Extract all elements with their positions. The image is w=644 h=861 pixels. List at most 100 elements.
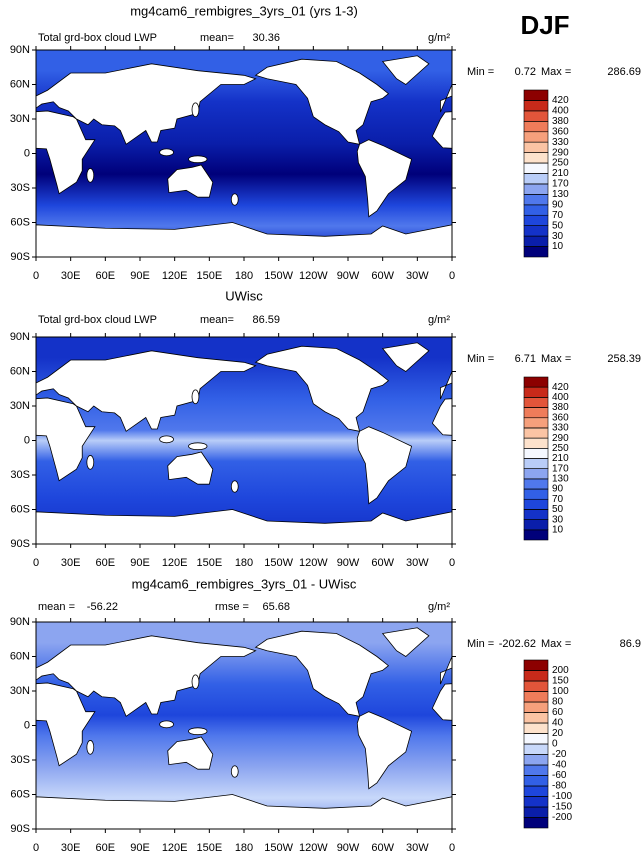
lat-tick-label: 0	[24, 719, 30, 731]
lon-tick-label: 60W	[371, 270, 394, 282]
colorbar-label: 40	[552, 718, 564, 729]
colorbar-box	[523, 141, 549, 153]
colorbar-box	[523, 407, 549, 419]
units: g/m²	[428, 314, 450, 326]
colorbar-box	[523, 235, 549, 247]
lon-tick-label: 120E	[162, 557, 188, 569]
colorbar-label: 10	[552, 524, 564, 535]
colorbar-label: 0	[552, 739, 558, 750]
colorbar-box	[523, 712, 549, 724]
colorbar-label: 210	[552, 168, 569, 179]
lon-tick-label: 120W	[299, 842, 328, 854]
lat-tick-label: 60S	[10, 788, 30, 800]
colorbar-box	[523, 670, 549, 682]
colorbar-box	[523, 733, 549, 745]
lon-tick-label: 0	[449, 270, 455, 282]
lat-tick-label: 60S	[10, 503, 30, 515]
colorbar-label: 10	[552, 241, 564, 252]
colorbar-label: 380	[552, 402, 569, 413]
lon-tick-label: 180	[235, 842, 253, 854]
colorbar-box	[523, 806, 549, 818]
colorbar-box	[523, 764, 549, 776]
lon-tick-label: 150W	[264, 842, 293, 854]
lat-tick-label: 90N	[10, 616, 30, 628]
lon-tick-label: 60W	[371, 842, 394, 854]
colorbar-label: 210	[552, 453, 569, 464]
colorbar-box	[523, 204, 549, 216]
stat-label: mean=	[200, 32, 234, 44]
colorbar-label: 170	[552, 179, 569, 190]
colorbar-label: 90	[552, 199, 564, 210]
lat-tick-label: 90S	[10, 251, 30, 263]
colorbar-label: 60	[552, 707, 564, 718]
lon-tick-label: 120E	[162, 270, 188, 282]
colorbar-box	[523, 131, 549, 143]
lat-tick-label: 30N	[10, 685, 30, 697]
lon-tick-label: 60E	[96, 270, 116, 282]
lon-tick-label: 90W	[337, 270, 360, 282]
lon-tick-label: 90W	[337, 842, 360, 854]
panel-title: mg4cam6_rembigres_3yrs_01 - UWisc	[132, 576, 357, 591]
lon-tick-label: 150W	[264, 557, 293, 569]
lon-tick-label: 120W	[299, 557, 328, 569]
colorbar-label: 80	[552, 697, 564, 708]
stat-value: 86.59	[252, 314, 280, 326]
colorbar-box	[523, 246, 549, 258]
lat-tick-label: 90N	[10, 44, 30, 56]
lon-tick-label: 150E	[196, 270, 222, 282]
min-label: Min =	[467, 66, 494, 78]
colorbar-box	[523, 722, 549, 734]
colorbar-box	[523, 796, 549, 808]
colorbar-box	[523, 100, 549, 112]
lat-tick-label: 60N	[10, 78, 30, 90]
colorbar-label: 400	[552, 106, 569, 117]
stat-value: 30.36	[252, 32, 280, 44]
min-label: Min =	[467, 353, 494, 365]
colorbar-box	[523, 417, 549, 429]
colorbar-box	[523, 519, 549, 531]
max-label: Max =	[541, 66, 571, 78]
colorbar-label: -100	[552, 791, 572, 802]
colorbar-label: 420	[552, 95, 569, 106]
stat-value: -56.22	[87, 601, 118, 613]
lon-tick-label: 0	[449, 842, 455, 854]
colorbar-label: 30	[552, 514, 564, 525]
lon-tick-label: 30E	[61, 842, 81, 854]
lon-tick-label: 30W	[406, 557, 429, 569]
colorbar-label: 360	[552, 412, 569, 423]
lon-tick-label: 90E	[130, 842, 150, 854]
colorbar-label: 250	[552, 443, 569, 454]
colorbar-box	[523, 754, 549, 766]
colorbar-box	[523, 437, 549, 449]
colorbar-box	[523, 509, 549, 520]
colorbar-box	[523, 775, 549, 787]
lon-tick-label: 0	[33, 557, 39, 569]
lon-tick-label: 0	[449, 557, 455, 569]
colorbar-label: 130	[552, 474, 569, 485]
lon-tick-label: 30E	[61, 557, 81, 569]
colorbar-label: 330	[552, 423, 569, 434]
min-label: Min =	[467, 638, 494, 650]
lon-tick-label: 60E	[96, 557, 116, 569]
colorbar-label: -80	[552, 781, 567, 792]
colorbar-label: -20	[552, 749, 567, 760]
lat-tick-label: 60N	[10, 365, 30, 377]
colorbar-label: 380	[552, 116, 569, 127]
colorbar-box	[523, 173, 549, 185]
colorbar-box	[523, 152, 549, 164]
colorbar-box	[523, 743, 549, 755]
lon-tick-label: 120W	[299, 270, 328, 282]
stat-label: mean=	[200, 314, 234, 326]
lon-tick-label: 0	[33, 270, 39, 282]
lat-tick-label: 30N	[10, 113, 30, 125]
field-label: Total grd-box cloud LWP	[38, 32, 157, 44]
colorbar-label: 200	[552, 665, 569, 676]
colorbar-box	[523, 691, 549, 703]
colorbar-box	[523, 427, 549, 439]
colorbar-box	[523, 121, 549, 133]
colorbar-label: -200	[552, 812, 572, 823]
colorbar-box	[523, 817, 549, 829]
lon-tick-label: 180	[235, 557, 253, 569]
colorbar-box	[523, 478, 549, 490]
